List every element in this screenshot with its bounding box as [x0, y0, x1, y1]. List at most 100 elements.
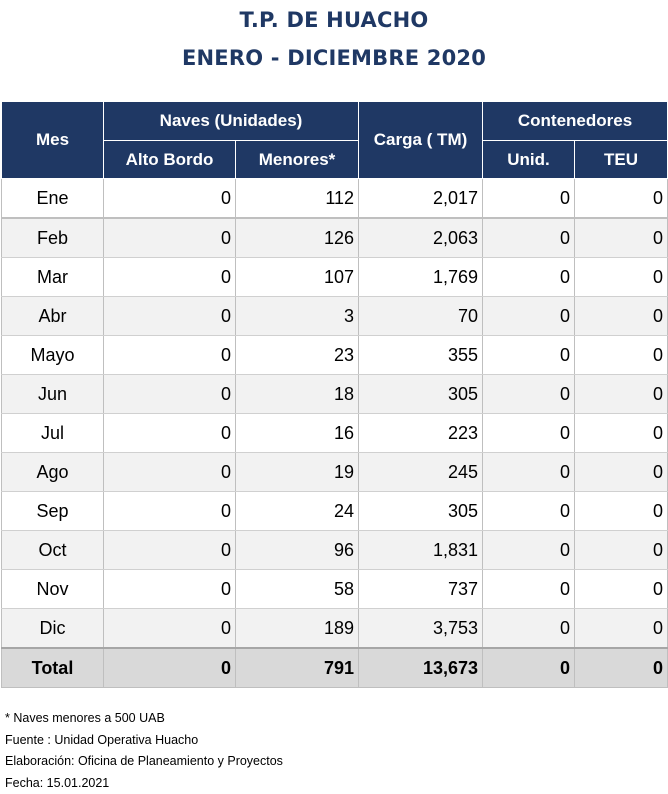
table-body: Ene 0 112 2,017 0 0 Feb 0 126 2,063 0 0 Mar 0 107 1,769…: [1, 178, 668, 649]
cell-unid: 0: [482, 335, 576, 375]
cell-mes: Jul: [1, 413, 104, 453]
cell-mes: Dic: [1, 608, 104, 649]
total-carga: 13,673: [358, 647, 484, 688]
cell-teu: 0: [574, 178, 668, 219]
total-teu: 0: [574, 647, 668, 688]
header-menores: Menores*: [234, 140, 360, 179]
cell-mes: Feb: [1, 218, 104, 258]
cell-teu: 0: [574, 218, 668, 258]
cell-mes: Ene: [1, 178, 104, 219]
cell-teu: 0: [574, 257, 668, 297]
table-row: Ago 0 19 245 0 0: [1, 452, 668, 492]
cell-teu: 0: [574, 374, 668, 414]
table-row: Nov 0 58 737 0 0: [1, 569, 668, 609]
cell-teu: 0: [574, 530, 668, 570]
cell-alto-bordo: 0: [103, 452, 236, 492]
cell-alto-bordo: 0: [103, 296, 236, 336]
header-mes: Mes: [1, 101, 104, 179]
cell-unid: 0: [482, 452, 576, 492]
cell-unid: 0: [482, 491, 576, 531]
cell-carga: 245: [358, 452, 484, 492]
cell-alto-bordo: 0: [103, 569, 236, 609]
table-row: Mar 0 107 1,769 0 0: [1, 257, 668, 297]
total-row: Total 0 791 13,673 0 0: [1, 647, 668, 688]
cell-alto-bordo: 0: [103, 257, 236, 297]
cell-menores: 18: [234, 374, 360, 414]
cell-mes: Ago: [1, 452, 104, 492]
cell-menores: 19: [234, 452, 360, 492]
cell-unid: 0: [482, 296, 576, 336]
cell-teu: 0: [574, 452, 668, 492]
cell-alto-bordo: 0: [103, 608, 236, 649]
cell-menores: 112: [234, 178, 360, 219]
cell-carga: 737: [358, 569, 484, 609]
cell-carga: 70: [358, 296, 484, 336]
table-row: Jul 0 16 223 0 0: [1, 413, 668, 453]
title-line-2: ENERO - DICIEMBRE 2020: [181, 46, 487, 70]
table-row: Ene 0 112 2,017 0 0: [1, 178, 668, 219]
cell-menores: 58: [234, 569, 360, 609]
cell-unid: 0: [482, 374, 576, 414]
header-carga: Carga ( TM): [358, 101, 484, 179]
data-table: Mes Naves (Unidades) Carga ( TM) Contene…: [1, 101, 668, 688]
cell-teu: 0: [574, 335, 668, 375]
cell-alto-bordo: 0: [103, 491, 236, 531]
cell-carga: 3,753: [358, 608, 484, 649]
cell-mes: Mayo: [1, 335, 104, 375]
cell-alto-bordo: 0: [103, 530, 236, 570]
header-teu: TEU: [574, 140, 668, 179]
cell-alto-bordo: 0: [103, 374, 236, 414]
cell-menores: 107: [234, 257, 360, 297]
cell-unid: 0: [482, 218, 576, 258]
cell-teu: 0: [574, 569, 668, 609]
cell-unid: 0: [482, 608, 576, 649]
header-naves: Naves (Unidades): [102, 101, 360, 141]
cell-mes: Mar: [1, 257, 104, 297]
note-fuente: Fuente : Unidad Operativa Huacho: [5, 732, 199, 747]
note-fecha: Fecha: 15.01.2021: [5, 775, 110, 790]
table-row: Jun 0 18 305 0 0: [1, 374, 668, 414]
cell-mes: Oct: [1, 530, 104, 570]
cell-menores: 126: [234, 218, 360, 258]
table-row: Mayo 0 23 355 0 0: [1, 335, 668, 375]
cell-mes: Nov: [1, 569, 104, 609]
cell-menores: 96: [234, 530, 360, 570]
cell-unid: 0: [482, 178, 576, 219]
cell-teu: 0: [574, 491, 668, 531]
cell-menores: 24: [234, 491, 360, 531]
footnotes: * Naves menores a 500 UAB Fuente : Unida…: [5, 708, 283, 794]
total-menores: 791: [234, 647, 360, 688]
cell-menores: 23: [234, 335, 360, 375]
cell-alto-bordo: 0: [103, 413, 236, 453]
table-row: Oct 0 96 1,831 0 0: [1, 530, 668, 570]
table-header: Mes Naves (Unidades) Carga ( TM) Contene…: [1, 101, 668, 179]
cell-alto-bordo: 0: [103, 218, 236, 258]
cell-alto-bordo: 0: [103, 335, 236, 375]
header-unid: Unid.: [482, 140, 576, 179]
cell-unid: 0: [482, 569, 576, 609]
title-line-1: T.P. DE HUACHO: [239, 8, 429, 32]
cell-menores: 3: [234, 296, 360, 336]
cell-carga: 1,831: [358, 530, 484, 570]
cell-carga: 355: [358, 335, 484, 375]
cell-mes: Sep: [1, 491, 104, 531]
cell-menores: 16: [234, 413, 360, 453]
cell-menores: 189: [234, 608, 360, 649]
cell-teu: 0: [574, 296, 668, 336]
table-row: Sep 0 24 305 0 0: [1, 491, 668, 531]
total-unid: 0: [482, 647, 576, 688]
note-elaboracion: Elaboración: Oficina de Planeamiento y P…: [5, 754, 283, 768]
cell-unid: 0: [482, 413, 576, 453]
table-row: Abr 0 3 70 0 0: [1, 296, 668, 336]
cell-mes: Jun: [1, 374, 104, 414]
cell-alto-bordo: 0: [103, 178, 236, 219]
cell-carga: 305: [358, 491, 484, 531]
cell-carga: 2,063: [358, 218, 484, 258]
cell-unid: 0: [482, 530, 576, 570]
cell-teu: 0: [574, 413, 668, 453]
total-alto-bordo: 0: [103, 647, 236, 688]
total-mes: Total: [1, 647, 104, 688]
cell-mes: Abr: [1, 296, 104, 336]
cell-teu: 0: [574, 608, 668, 649]
table-row: Dic 0 189 3,753 0 0: [1, 608, 668, 649]
